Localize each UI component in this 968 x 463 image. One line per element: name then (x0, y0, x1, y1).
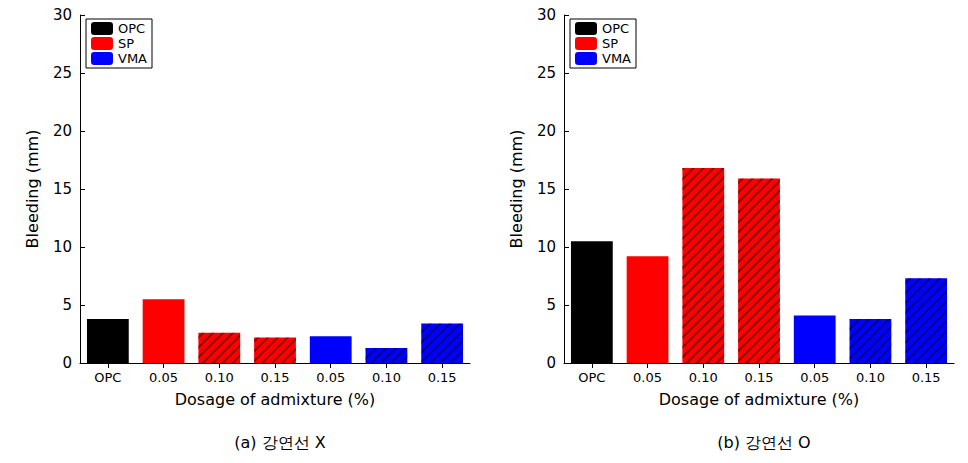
svg-text:(a) 강연선 X: (a) 강연선 X (234, 433, 325, 452)
svg-text:0: 0 (62, 354, 72, 372)
svg-text:10: 10 (537, 238, 556, 256)
svg-text:OPC: OPC (118, 21, 145, 36)
svg-text:10: 10 (53, 238, 72, 256)
svg-text:25: 25 (537, 64, 556, 82)
svg-text:0.05: 0.05 (800, 370, 829, 385)
svg-text:Dosage of admixture (%): Dosage of admixture (%) (659, 390, 860, 409)
svg-text:OPC: OPC (94, 370, 121, 385)
svg-text:VMA: VMA (118, 51, 147, 66)
svg-text:VMA: VMA (602, 51, 631, 66)
svg-text:0.15: 0.15 (261, 370, 290, 385)
svg-text:15: 15 (537, 180, 556, 198)
svg-text:5: 5 (62, 296, 72, 314)
svg-text:25: 25 (53, 64, 72, 82)
svg-text:0.15: 0.15 (428, 370, 457, 385)
svg-text:30: 30 (537, 6, 556, 24)
svg-text:20: 20 (537, 122, 556, 140)
svg-text:SP: SP (602, 36, 618, 51)
svg-text:0.10: 0.10 (856, 370, 885, 385)
svg-text:0.10: 0.10 (205, 370, 234, 385)
svg-text:OPC: OPC (578, 370, 605, 385)
svg-text:0.05: 0.05 (316, 370, 345, 385)
svg-text:Bleeding (mm): Bleeding (mm) (23, 130, 42, 249)
svg-text:0.10: 0.10 (689, 370, 718, 385)
svg-text:0.15: 0.15 (745, 370, 774, 385)
svg-text:0.10: 0.10 (372, 370, 401, 385)
svg-text:20: 20 (53, 122, 72, 140)
svg-text:0.05: 0.05 (149, 370, 178, 385)
svg-text:0.15: 0.15 (912, 370, 941, 385)
svg-text:Dosage of admixture (%): Dosage of admixture (%) (175, 390, 376, 409)
svg-text:SP: SP (118, 36, 134, 51)
svg-text:30: 30 (53, 6, 72, 24)
svg-text:0: 0 (546, 354, 556, 372)
svg-text:OPC: OPC (602, 21, 629, 36)
svg-text:0.05: 0.05 (633, 370, 662, 385)
svg-text:Bleeding (mm): Bleeding (mm) (507, 130, 526, 249)
svg-text:15: 15 (53, 180, 72, 198)
svg-text:5: 5 (546, 296, 556, 314)
svg-text:(b) 강연선 O: (b) 강연선 O (717, 433, 810, 452)
